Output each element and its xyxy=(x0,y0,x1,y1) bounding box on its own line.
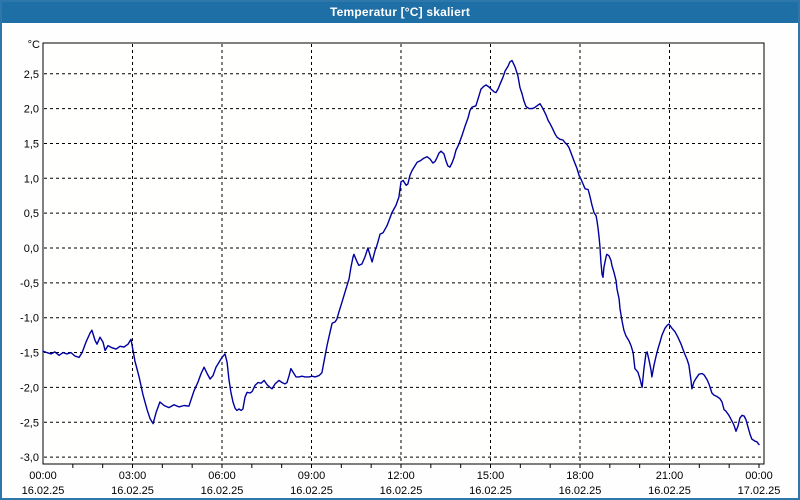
x-tick-time-label: 06:00 xyxy=(208,470,236,482)
y-tick-label: -1,5 xyxy=(20,348,39,360)
x-tick-time-label: 00:00 xyxy=(29,470,57,482)
y-tick-label: -2,0 xyxy=(20,382,39,394)
x-tick-time-label: 09:00 xyxy=(298,470,326,482)
x-tick-date-label: 17.02.25 xyxy=(738,485,781,497)
x-tick-time-label: 03:00 xyxy=(119,470,147,482)
y-tick-label: -2,5 xyxy=(20,417,39,429)
x-tick-date-label: 16.02.25 xyxy=(201,485,244,497)
y-tick-label: -0,5 xyxy=(20,278,39,290)
y-tick-label: -3,0 xyxy=(20,452,39,464)
plot-border xyxy=(42,42,765,465)
window-title: Temperatur [°C] skaliert xyxy=(329,5,471,19)
y-tick-label: 2,5 xyxy=(24,69,39,81)
x-tick-date-label: 16.02.25 xyxy=(380,485,423,497)
y-axis-unit-label: °C xyxy=(28,39,40,51)
y-tick-label: 0,0 xyxy=(24,243,39,255)
x-tick-date-label: 16.02.25 xyxy=(290,485,333,497)
x-tick-date-label: 16.02.25 xyxy=(648,485,691,497)
x-tick-time-label: 00:00 xyxy=(745,470,773,482)
title-bar: Temperatur [°C] skaliert xyxy=(2,2,798,23)
temperature-series-line xyxy=(42,59,760,446)
y-tick-label: 0,5 xyxy=(24,208,39,220)
x-tick-date-label: 16.02.25 xyxy=(559,485,602,497)
x-tick-time-label: 15:00 xyxy=(477,470,505,482)
y-tick-label: 1,0 xyxy=(24,173,39,185)
x-tick-date-label: 16.02.25 xyxy=(111,485,154,497)
x-tick-time-label: 18:00 xyxy=(566,470,594,482)
y-tick-label: -1,0 xyxy=(20,313,39,325)
x-tick-date-label: 16.02.25 xyxy=(469,485,512,497)
x-tick-date-label: 16.02.25 xyxy=(22,485,65,497)
y-tick-label: 1,5 xyxy=(24,138,39,150)
y-tick-label: 2,0 xyxy=(24,104,39,116)
x-tick-time-label: 12:00 xyxy=(387,470,415,482)
x-tick-time-label: 21:00 xyxy=(656,470,684,482)
